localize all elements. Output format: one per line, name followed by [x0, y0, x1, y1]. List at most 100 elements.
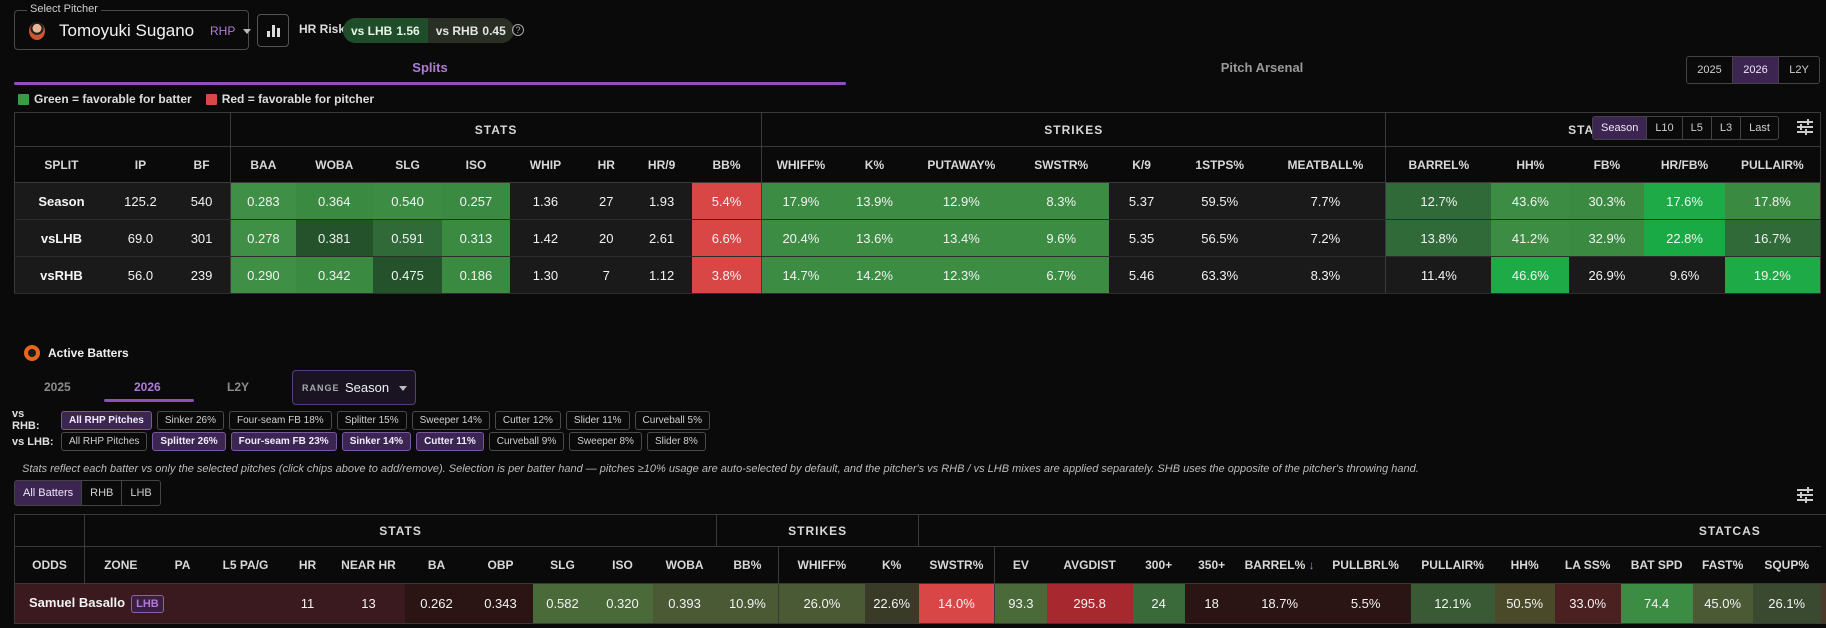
col-hr-9[interactable]: HR/9	[631, 146, 692, 183]
batters-year-2026[interactable]: 2026	[134, 380, 161, 394]
lhb-chip-splitter-26pct[interactable]: Splitter 26%	[152, 432, 226, 451]
col-bat-spd[interactable]: BAT SPD	[1620, 546, 1693, 584]
lhb-chip-slider-8pct[interactable]: Slider 8%	[646, 432, 706, 451]
col-zone[interactable]: ZONE	[84, 546, 157, 584]
range-l5[interactable]: L5	[1683, 117, 1712, 139]
col-pa[interactable]: PA	[156, 546, 209, 584]
cell-hhpct: 50.5%	[1494, 583, 1555, 624]
filter-lhb[interactable]: LHB	[130, 487, 152, 499]
cell-putawaypct: 13.4%	[909, 219, 1014, 257]
pitcher-select[interactable]: Select Pitcher Tomoyuki Sugano RHP	[14, 3, 251, 50]
filter-all-batters[interactable]: All Batters	[15, 481, 83, 505]
lhb-chip-sinker-14pct[interactable]: Sinker 14%	[341, 432, 412, 451]
batter-name[interactable]: Samuel Basallo	[29, 594, 126, 610]
col-baa[interactable]: BAA	[230, 146, 296, 183]
batter-row[interactable]: Samuel Basallo LHB 11 13 0.262 0.343 0.582 0.32…	[14, 583, 1826, 624]
col-hhpct[interactable]: HH%	[1491, 146, 1570, 183]
tab-pitch-arsenal[interactable]: Pitch Arsenal	[1220, 60, 1304, 75]
range-season[interactable]: Season	[1593, 117, 1648, 139]
col-slg[interactable]: SLG	[532, 546, 593, 584]
col-ba[interactable]: BA	[404, 546, 469, 584]
col-obp[interactable]: OBP	[468, 546, 533, 584]
col-barrelpct[interactable]: BARREL%	[1385, 146, 1492, 183]
col-hr[interactable]: HR	[282, 546, 333, 584]
rhb-chip-curveball-5pct[interactable]: Curveball 5%	[634, 410, 711, 430]
col-putawaypct[interactable]: PUTAWAY%	[909, 146, 1014, 183]
col-swstrpct[interactable]: SWSTR%	[918, 546, 995, 584]
col-fastpct[interactable]: FAST%	[1692, 546, 1753, 584]
col-slg[interactable]: SLG	[372, 146, 443, 183]
rhb-pitch-chips: vs RHB: All RHP Pitches Sinker 26% Four-se…	[12, 408, 711, 432]
col-bf[interactable]: BF	[173, 146, 231, 183]
col-1stpspct[interactable]: 1STPS%	[1174, 146, 1266, 183]
col-split[interactable]: SPLIT	[14, 146, 108, 183]
col-whiffpct[interactable]: WHIFF%	[761, 146, 840, 183]
col-avgdist[interactable]: AVGDIST	[1046, 546, 1133, 584]
col-pullairpct[interactable]: PULLAIR%	[1410, 546, 1495, 584]
batters-year-2025[interactable]: 2025	[44, 380, 71, 394]
col-iso[interactable]: ISO	[442, 146, 510, 183]
lhb-chip-cutter-11pct[interactable]: Cutter 11%	[416, 432, 484, 451]
col-barrelpct[interactable]: BARREL% ↓	[1238, 546, 1321, 584]
col-whip[interactable]: WHIP	[509, 146, 582, 183]
col-pullairpct[interactable]: PULLAIR%	[1724, 146, 1821, 183]
range-dropdown[interactable]: RANGE Season	[292, 370, 416, 405]
rhb-chip-sweeper-14pct[interactable]: Sweeper 14%	[411, 410, 490, 430]
col-pullbrlpct[interactable]: PULLBRL%	[1320, 546, 1411, 584]
rhb-chip-four-seam-fb-18pct[interactable]: Four-seam FB 18%	[228, 410, 332, 430]
lhb-chip-sweeper-8pct[interactable]: Sweeper 8%	[569, 432, 642, 451]
range-l10[interactable]: L10	[1647, 117, 1683, 139]
col-la-sspct[interactable]: LA SS%	[1554, 546, 1621, 584]
tab-splits[interactable]: Splits	[412, 60, 448, 75]
filter-rhb[interactable]: RHB	[82, 481, 123, 505]
col-300[interactable]: 300+	[1132, 546, 1185, 584]
col-near-hr[interactable]: NEAR HR	[332, 546, 405, 584]
col-odds[interactable]: ODDS	[14, 546, 85, 584]
range-l3[interactable]: L3	[1712, 117, 1742, 139]
col-l5-pa-g[interactable]: L5 PA/G	[208, 546, 283, 584]
batters-year-l2y[interactable]: L2Y	[227, 380, 250, 394]
range-last[interactable]: Last	[1749, 122, 1770, 134]
col-bl[interactable]: BL	[1820, 546, 1826, 584]
year-2025[interactable]: 2025	[1687, 57, 1733, 83]
green-swatch	[18, 93, 29, 105]
cell-putawaypct: 12.9%	[909, 182, 1014, 220]
cell-meatballpct: 7.2%	[1265, 219, 1386, 257]
help-icon[interactable]: ?	[512, 24, 524, 36]
settings-sliders-icon[interactable]	[1797, 118, 1813, 136]
col-bbpct[interactable]: BB%	[716, 546, 779, 584]
col-bbpct[interactable]: BB%	[692, 146, 762, 183]
batter-name-cell[interactable]: Samuel Basallo LHB	[14, 583, 209, 624]
col-squppct[interactable]: SQUP%	[1752, 546, 1821, 584]
col-hr-fbpct[interactable]: HR/FB%	[1644, 146, 1725, 183]
col-kpct[interactable]: K%	[839, 146, 910, 183]
col-hr[interactable]: HR	[581, 146, 632, 183]
col-swstrpct[interactable]: SWSTR%	[1013, 146, 1109, 183]
col-whiffpct[interactable]: WHIFF%	[778, 546, 865, 584]
cell-baa: 0.283	[230, 182, 296, 220]
lhb-chip-curveball-9pct[interactable]: Curveball 9%	[488, 432, 565, 451]
col-kpct[interactable]: K%	[864, 546, 919, 584]
rhb-chip-splitter-15pct[interactable]: Splitter 15%	[336, 410, 407, 430]
col-woba[interactable]: WOBA	[295, 146, 373, 183]
col-k-9[interactable]: K/9	[1109, 146, 1175, 183]
col-ev[interactable]: EV	[994, 546, 1047, 584]
rhb-chip-cutter-12pct[interactable]: Cutter 12%	[494, 410, 561, 430]
rhb-chip-slider-11pct[interactable]: Slider 11%	[565, 410, 630, 430]
col-ip[interactable]: IP	[107, 146, 174, 183]
range-label: RANGE	[302, 383, 340, 393]
year-l2y[interactable]: L2Y	[1789, 64, 1809, 76]
chart-button[interactable]	[257, 14, 289, 47]
col-350[interactable]: 350+	[1184, 546, 1239, 584]
lhb-chip-all-rhp-pitches[interactable]: All RHP Pitches	[61, 432, 148, 451]
col-woba[interactable]: WOBA	[652, 546, 717, 584]
rhb-chip-all-rhp-pitches[interactable]: All RHP Pitches	[61, 410, 152, 430]
col-meatballpct[interactable]: MEATBALL%	[1265, 146, 1386, 183]
col-iso[interactable]: ISO	[592, 546, 653, 584]
year-2026[interactable]: 2026	[1733, 57, 1779, 83]
col-fbpct[interactable]: FB%	[1569, 146, 1645, 183]
rhb-chip-sinker-26pct[interactable]: Sinker 26%	[156, 410, 224, 430]
lhb-chip-four-seam-fb-23pct[interactable]: Four-seam FB 23%	[230, 432, 337, 451]
settings-sliders-icon[interactable]	[1797, 486, 1813, 504]
col-hhpct[interactable]: HH%	[1494, 546, 1555, 584]
